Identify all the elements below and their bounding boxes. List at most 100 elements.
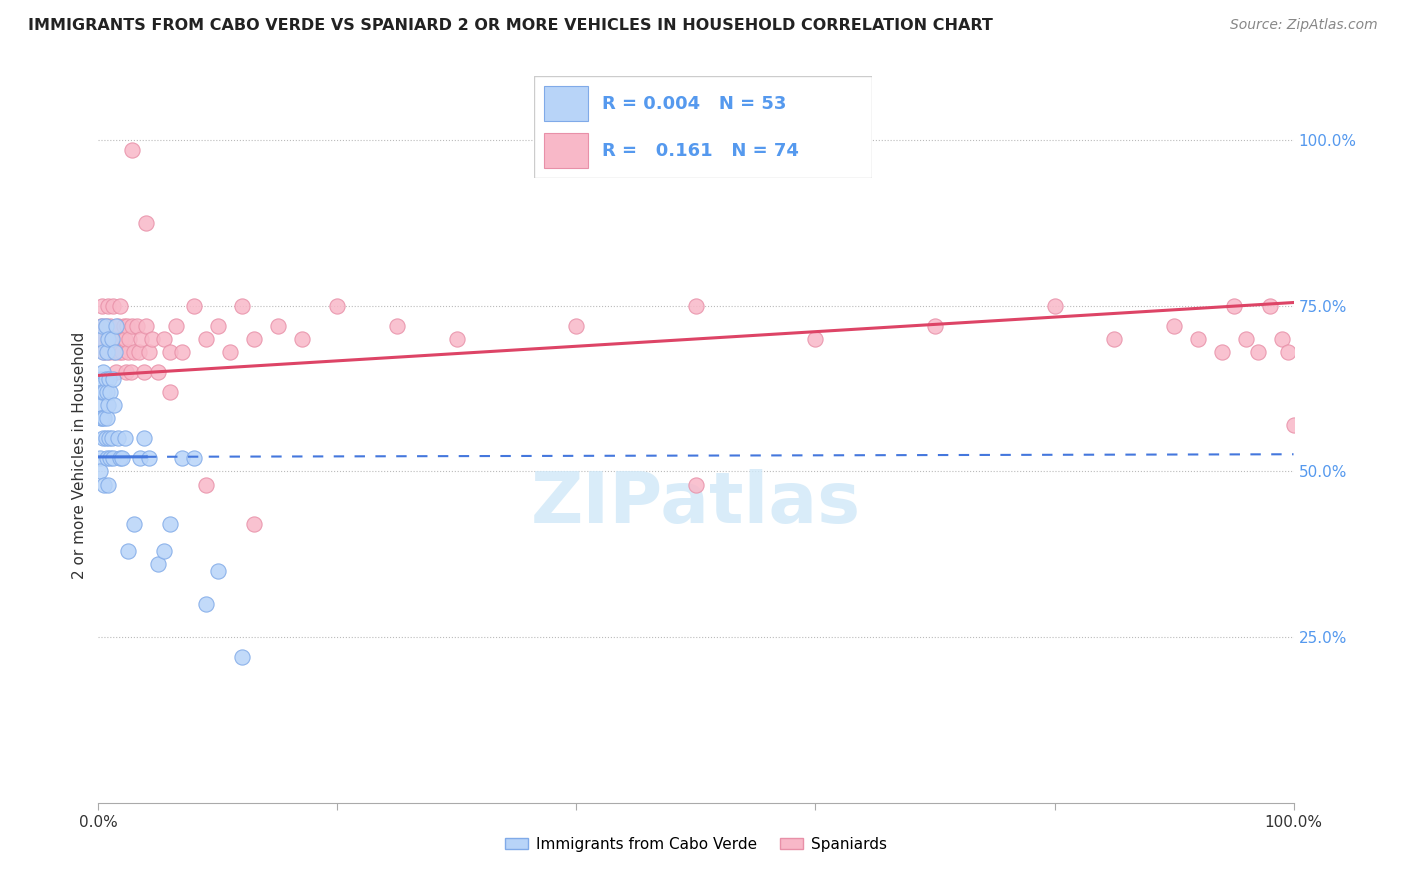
Point: [148, 558, 170, 572]
Point: [111, 345, 134, 359]
Point: [98, 372, 121, 386]
Point: [105, 318, 128, 333]
Point: [115, 318, 138, 333]
Text: IMMIGRANTS FROM CABO VERDE VS SPANIARD 2 OR MORE VEHICLES IN HOUSEHOLD CORRELATI: IMMIGRANTS FROM CABO VERDE VS SPANIARD 2…: [28, 18, 993, 33]
Point: [90, 332, 112, 346]
Point: [231, 650, 253, 665]
Point: [165, 318, 187, 333]
Text: R = 0.004   N = 53: R = 0.004 N = 53: [602, 95, 786, 112]
Point: [118, 332, 141, 346]
Point: [326, 299, 349, 313]
Point: [93, 411, 115, 425]
Point: [93, 345, 115, 359]
Point: [91, 431, 114, 445]
Point: [183, 299, 205, 313]
Point: [108, 451, 131, 466]
Point: [129, 451, 152, 466]
Point: [98, 431, 121, 445]
Point: [96, 411, 118, 425]
Text: ZIPatlas: ZIPatlas: [531, 469, 860, 538]
Point: [91, 411, 114, 425]
Point: [97, 299, 120, 313]
Point: [172, 345, 194, 359]
Point: [101, 299, 124, 313]
FancyBboxPatch shape: [544, 87, 588, 121]
Point: [195, 597, 218, 611]
Point: [1104, 332, 1126, 346]
Point: [91, 345, 114, 359]
Point: [195, 332, 218, 346]
Point: [231, 299, 253, 313]
Point: [159, 384, 181, 399]
Point: [125, 318, 148, 333]
Point: [94, 318, 117, 333]
Point: [98, 451, 122, 466]
Point: [94, 372, 117, 386]
Point: [101, 372, 124, 386]
Point: [132, 431, 155, 445]
Point: [1043, 299, 1066, 313]
Point: [96, 384, 118, 399]
Point: [153, 544, 176, 558]
Point: [219, 345, 242, 359]
Point: [96, 345, 118, 359]
Point: [112, 318, 135, 333]
Point: [103, 345, 125, 359]
FancyBboxPatch shape: [544, 133, 588, 168]
Legend: Immigrants from Cabo Verde, Spaniards: Immigrants from Cabo Verde, Spaniards: [499, 830, 893, 858]
Point: [565, 318, 588, 333]
Point: [924, 318, 946, 333]
Point: [89, 398, 111, 412]
Point: [98, 384, 122, 399]
Point: [110, 332, 132, 346]
Point: [91, 332, 114, 346]
Point: [195, 477, 218, 491]
Y-axis label: 2 or more Vehicles in Household: 2 or more Vehicles in Household: [72, 331, 87, 579]
Point: [128, 345, 150, 359]
Point: [90, 372, 112, 386]
Point: [103, 398, 125, 412]
Point: [804, 332, 827, 346]
Point: [100, 431, 122, 445]
Point: [207, 564, 229, 578]
Point: [93, 384, 115, 399]
Point: [115, 365, 138, 379]
Point: [159, 517, 181, 532]
Point: [100, 332, 122, 346]
Point: [1234, 332, 1257, 346]
Point: [100, 332, 122, 346]
Point: [1247, 345, 1270, 359]
Point: [117, 544, 139, 558]
Point: [105, 365, 128, 379]
Point: [97, 332, 120, 346]
Point: [90, 411, 112, 425]
Point: [91, 365, 114, 379]
Point: [207, 318, 229, 333]
Point: [98, 318, 122, 333]
Point: [121, 318, 143, 333]
Point: [159, 345, 181, 359]
Point: [291, 332, 314, 346]
Point: [685, 299, 707, 313]
Point: [114, 332, 136, 346]
Point: [94, 431, 117, 445]
Point: [97, 398, 120, 412]
Point: [120, 365, 142, 379]
Point: [1282, 418, 1305, 433]
Text: R =   0.161   N = 74: R = 0.161 N = 74: [602, 142, 799, 160]
Point: [111, 451, 134, 466]
Point: [446, 332, 468, 346]
Point: [1163, 318, 1185, 333]
Point: [685, 477, 707, 491]
Point: [91, 384, 114, 399]
Point: [243, 332, 266, 346]
Point: [172, 451, 194, 466]
Point: [89, 465, 111, 479]
Point: [117, 345, 139, 359]
Point: [96, 451, 118, 466]
Text: Source: ZipAtlas.com: Source: ZipAtlas.com: [1230, 18, 1378, 32]
Point: [124, 345, 146, 359]
Point: [141, 332, 163, 346]
Point: [385, 318, 409, 333]
Point: [104, 345, 127, 359]
